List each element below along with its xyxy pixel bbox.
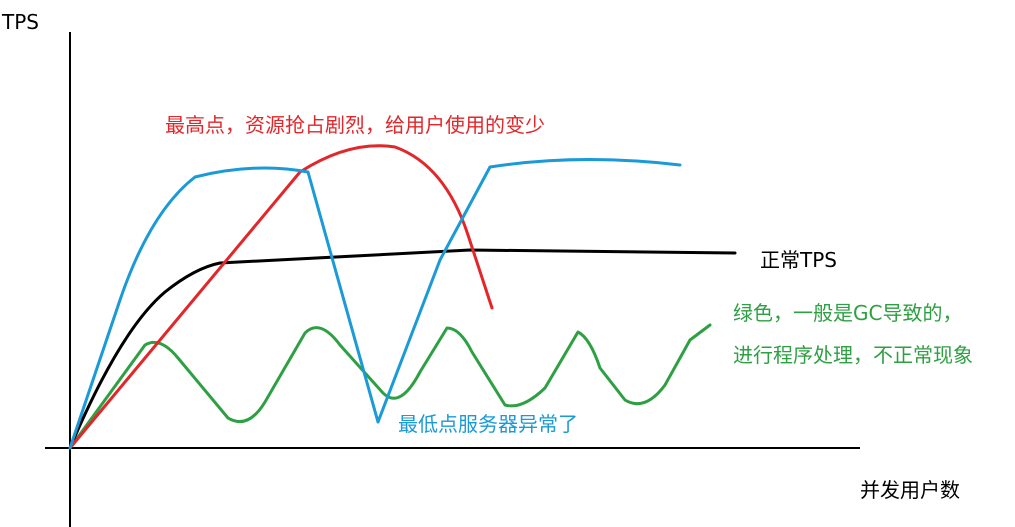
normal-annotation: 正常TPS <box>760 248 837 272</box>
gc-annotation: 进行程序处理，不正常现象 <box>733 343 973 367</box>
lowest-annotation: 最低点服务器异常了 <box>398 412 578 436</box>
x-axis-label: 并发用户数 <box>860 478 960 502</box>
normal-curve <box>68 248 737 450</box>
abnormal-curve <box>68 157 682 450</box>
peak-annotation: 最高点，资源抢占剧烈，给用户使用的变少 <box>165 113 545 137</box>
gc-curve <box>68 323 712 450</box>
y-axis-label: TPS <box>1 10 39 34</box>
gc-annotation: 绿色，一般是GC导致的， <box>733 301 962 325</box>
peak-curve <box>68 144 494 450</box>
